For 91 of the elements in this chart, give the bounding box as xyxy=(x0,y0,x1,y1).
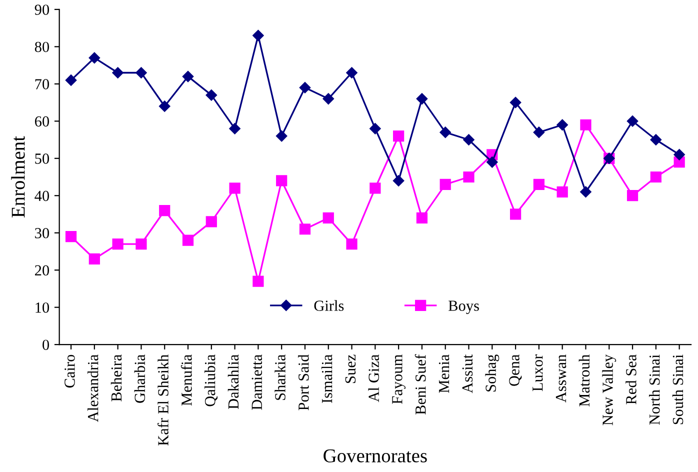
point xyxy=(182,70,194,82)
point xyxy=(159,204,170,216)
point xyxy=(626,116,638,127)
y-tick-label: 40 xyxy=(34,190,50,202)
point xyxy=(580,186,592,198)
legend-label: Girls xyxy=(314,300,344,311)
point xyxy=(322,212,334,224)
x-tick-label: Ismailia xyxy=(321,354,332,403)
point xyxy=(510,96,522,108)
point xyxy=(533,126,545,138)
point xyxy=(370,182,381,194)
point xyxy=(206,216,217,228)
point xyxy=(463,134,474,146)
point xyxy=(65,74,77,86)
x-tick-label: North Sinai xyxy=(649,354,660,425)
x-tick-label: Dakahlia xyxy=(228,354,239,409)
x-tick-label: Assiut xyxy=(462,354,473,394)
point xyxy=(416,212,428,224)
y-tick-label: 80 xyxy=(34,42,50,52)
x-tick-label: Qaliubia xyxy=(204,354,218,406)
point xyxy=(276,130,288,142)
x-tick-label: Asswan xyxy=(556,354,566,403)
x-tick-label: Beni Suef xyxy=(414,354,426,415)
y-tick-label: 90 xyxy=(34,4,50,15)
x-tick-label: New Valley xyxy=(602,354,616,426)
point xyxy=(393,130,404,142)
point xyxy=(440,178,451,190)
x-tick-label: Gharbia xyxy=(134,354,146,403)
point xyxy=(650,171,662,183)
y-tick-label: 20 xyxy=(35,265,50,276)
point xyxy=(182,234,194,246)
x-tick-label: Al Giza xyxy=(368,354,379,402)
x-tick-label: Cairo xyxy=(64,354,75,388)
point xyxy=(88,253,100,264)
legend-label: Boys xyxy=(448,300,479,314)
point xyxy=(346,238,358,250)
point xyxy=(252,276,264,287)
point xyxy=(416,93,428,104)
point xyxy=(252,30,264,42)
point xyxy=(580,119,592,130)
x-tick-label: Luxor xyxy=(532,354,543,392)
point xyxy=(112,67,124,78)
point xyxy=(276,175,288,186)
point xyxy=(556,119,568,130)
point xyxy=(229,182,240,194)
point xyxy=(370,122,381,134)
point xyxy=(322,93,334,104)
point xyxy=(674,149,685,160)
x-tick-label: Menufia xyxy=(180,354,192,406)
x-tick-label: Kafr El Sheikh xyxy=(158,354,168,446)
point xyxy=(159,100,170,112)
x-tick-label: Sohag xyxy=(485,354,500,392)
point xyxy=(533,178,544,190)
point xyxy=(392,175,404,186)
x-tick-label: South Sinai xyxy=(672,354,684,424)
x-tick-label: Damietta xyxy=(252,354,262,410)
x-tick-label: Menia xyxy=(438,354,450,393)
point xyxy=(510,208,522,220)
point xyxy=(88,52,100,64)
y-tick-label: 10 xyxy=(36,302,50,313)
point xyxy=(206,89,218,101)
x-axis-title: Governorates xyxy=(324,449,427,462)
point xyxy=(299,82,311,94)
point xyxy=(136,238,147,250)
x-tick-label: Alexandria xyxy=(87,354,98,422)
x-tick-label: Fayoum xyxy=(392,354,406,404)
point xyxy=(463,171,474,183)
x-tick-label: Sharkia xyxy=(274,354,286,400)
y-tick-label: 60 xyxy=(34,116,50,127)
x-tick-label: Matrouh xyxy=(578,354,590,406)
point xyxy=(650,134,662,146)
point xyxy=(556,186,568,198)
x-tick-label: Port Said xyxy=(298,354,309,410)
y-tick-label: 70 xyxy=(35,79,50,90)
point xyxy=(112,238,124,250)
y-tick-label: 30 xyxy=(35,228,50,238)
point xyxy=(136,67,147,78)
x-tick-label: Red Sea xyxy=(626,354,636,404)
point xyxy=(299,224,311,235)
point xyxy=(486,156,498,168)
x-tick-label: Beheira xyxy=(110,354,122,402)
point xyxy=(626,190,638,202)
point xyxy=(65,231,77,242)
y-tick-label: 50 xyxy=(35,154,50,164)
y-axis-title: Enrolment xyxy=(11,136,25,218)
y-tick-label: 0 xyxy=(42,340,50,350)
x-tick-label: Suez xyxy=(345,354,356,383)
point xyxy=(440,126,451,138)
x-tick-label: Qena xyxy=(509,354,522,386)
point xyxy=(346,67,358,78)
point xyxy=(229,122,240,134)
